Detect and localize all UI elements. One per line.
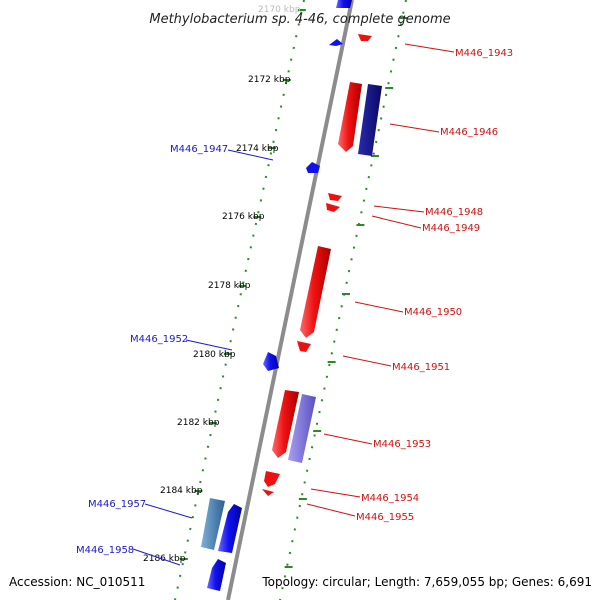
gene-forward[interactable] — [207, 559, 226, 591]
gene-forward[interactable] — [306, 162, 320, 173]
gene-label[interactable]: M446_1951 — [392, 362, 450, 373]
tick-label: 2186 kbp — [143, 554, 186, 564]
gene-label[interactable]: M446_1947 — [170, 144, 228, 155]
tick-label: 2170 kbp — [258, 5, 301, 15]
gene-reverse[interactable] — [328, 193, 342, 201]
gene-reverse[interactable] — [326, 203, 340, 212]
tick-label: 2172 kbp — [248, 75, 291, 85]
label-leaders — [132, 43, 455, 566]
gene-label[interactable]: M446_1943 — [455, 48, 513, 59]
tick-label: 2176 kbp — [222, 212, 265, 222]
gene-reverse[interactable] — [262, 489, 274, 496]
gene-reverse[interactable] — [272, 390, 299, 458]
gene-label[interactable]: M446_1950 — [404, 307, 462, 318]
gene-label[interactable]: M446_1952 — [130, 334, 188, 345]
tick-label: 2184 kbp — [160, 486, 203, 496]
right-tick-track — [279, 0, 407, 600]
gene-label[interactable]: M446_1948 — [425, 207, 483, 218]
genome-backbone — [226, 0, 354, 600]
accession-text: Accession: NC_010511 — [9, 575, 145, 589]
gene-label[interactable]: M446_1953 — [373, 439, 431, 450]
gene-reverse[interactable] — [358, 84, 382, 156]
topology-text: Topology: circular; Length: 7,659,055 bp… — [261, 575, 592, 589]
tick-label: 2180 kbp — [193, 350, 236, 360]
gene-forward[interactable] — [218, 504, 242, 553]
gene-label[interactable]: M446_1946 — [440, 127, 498, 138]
gene-label[interactable]: M446_1957 — [88, 499, 146, 510]
gene-label[interactable]: M446_1949 — [422, 223, 480, 234]
tick-label: 2174 kbp — [236, 144, 279, 154]
tick-label: 2182 kbp — [177, 418, 220, 428]
tick-label: 2178 kbp — [208, 281, 251, 291]
gene-forward[interactable] — [329, 39, 343, 46]
gene-forward[interactable] — [263, 352, 279, 371]
genes — [201, 0, 382, 591]
gene-label[interactable]: M446_1954 — [361, 493, 419, 504]
gene-label[interactable]: M446_1955 — [356, 512, 414, 523]
gene-forward[interactable] — [201, 498, 225, 550]
gene-reverse[interactable] — [358, 34, 372, 41]
gene-label[interactable]: M446_1958 — [76, 545, 134, 556]
gene-reverse[interactable] — [288, 394, 316, 463]
tick-marks — [179, 9, 408, 568]
map-title: Methylobacterium sp. 4-46, complete geno… — [149, 12, 450, 27]
gene-reverse[interactable] — [297, 341, 311, 352]
gene-reverse[interactable] — [338, 82, 362, 152]
gene-reverse[interactable] — [300, 246, 331, 338]
gene-reverse[interactable] — [264, 471, 280, 487]
gene-forward[interactable] — [336, 0, 352, 8]
